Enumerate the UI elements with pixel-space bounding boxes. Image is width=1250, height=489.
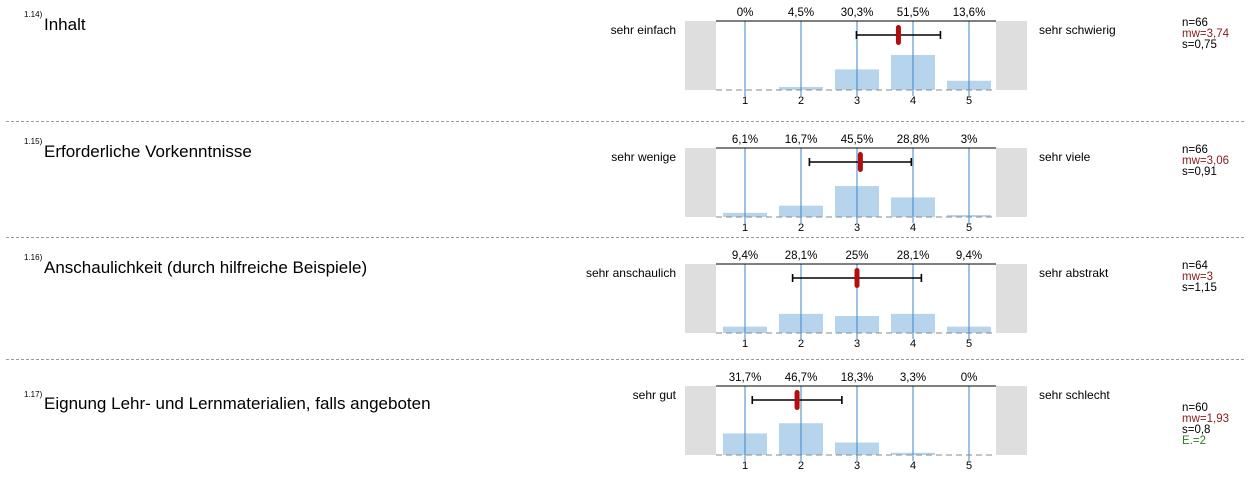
stat-sd: s=1,15 [1182, 282, 1217, 294]
side-box-right [996, 21, 1027, 90]
distribution-chart: 9,4% 28,1% 25% 28,1% 9,4% 1 2 3 4 5 [685, 250, 1027, 350]
tick-label-5: 5 [966, 460, 972, 472]
tick-label-4: 4 [910, 338, 916, 350]
question-number: 1.15) [24, 137, 43, 146]
mean-marker [895, 25, 901, 45]
pct-label-4: 3,3% [900, 372, 926, 384]
question-title: Inhalt [44, 15, 86, 34]
tick-label-1: 1 [742, 460, 748, 472]
tick-label-5: 5 [966, 222, 972, 234]
distribution-chart: 0% 4,5% 30,3% 51,5% 13,6% 1 2 3 4 5 [685, 7, 1027, 107]
pct-label-4: 28,1% [897, 250, 930, 262]
side-box-left [685, 386, 716, 455]
mean-marker [857, 152, 863, 172]
scale-label-right: sehr abstrakt [1039, 266, 1109, 280]
tick-label-4: 4 [910, 460, 916, 472]
question-number: 1.14) [24, 10, 43, 19]
tick-label-1: 1 [742, 338, 748, 350]
tick-label-2: 2 [798, 460, 804, 472]
scale-label-right: sehr schlecht [1039, 388, 1110, 402]
stat-sd: s=0,91 [1182, 166, 1217, 178]
side-box-right [996, 148, 1027, 217]
mean-marker [854, 268, 860, 288]
pct-label-3: 45,5% [841, 134, 874, 146]
question-row: 1.14) Inhalt sehr einfach sehr schwierig n=6… [0, 0, 1250, 118]
pct-label-4: 51,5% [897, 7, 930, 19]
scale-label-right: sehr viele [1039, 150, 1091, 164]
side-box-right [996, 264, 1027, 333]
question-title: Anschaulichkeit (durch hilfreiche Beispi… [44, 258, 368, 277]
side-box-left [685, 148, 716, 217]
tick-label-5: 5 [966, 338, 972, 350]
tick-label-2: 2 [798, 222, 804, 234]
pct-label-1: 0% [737, 7, 754, 19]
tick-label-3: 3 [854, 95, 860, 107]
scale-label-left: sehr einfach [610, 23, 676, 37]
mean-marker [794, 390, 800, 410]
stat-sd: s=0,75 [1182, 39, 1217, 51]
stat-n: n=66 [1182, 17, 1208, 29]
distribution-chart: 6,1% 16,7% 45,5% 28,8% 3% 1 2 3 4 5 [685, 134, 1027, 234]
tick-label-4: 4 [910, 222, 916, 234]
stat-n: n=60 [1182, 402, 1208, 414]
pct-label-2: 16,7% [785, 134, 818, 146]
stat-mean: mw=1,93 [1182, 413, 1229, 425]
pct-label-2: 46,7% [785, 372, 818, 384]
question-title: Erforderliche Vorkenntnisse [44, 142, 252, 161]
pct-label-3: 25% [845, 250, 868, 262]
pct-label-1: 31,7% [729, 372, 762, 384]
question-number: 1.16) [24, 253, 43, 262]
pct-label-3: 30,3% [841, 7, 874, 19]
stat-mean: mw=3,74 [1182, 28, 1229, 40]
question-row: 1.17) Eignung Lehr- und Lernmaterialien, … [0, 359, 1250, 483]
stat-mean: mw=3,06 [1182, 155, 1229, 167]
pct-label-2: 28,1% [785, 250, 818, 262]
tick-label-5: 5 [966, 95, 972, 107]
tick-label-2: 2 [798, 95, 804, 107]
tick-label-1: 1 [742, 222, 748, 234]
tick-label-1: 1 [742, 95, 748, 107]
tick-label-2: 2 [798, 338, 804, 350]
scale-label-left: sehr anschaulich [585, 266, 676, 280]
stat-n: n=64 [1182, 260, 1208, 272]
distribution-chart: 31,7% 46,7% 18,3% 3,3% 0% 1 2 3 4 5 [685, 372, 1027, 472]
scale-label-left: sehr wenige [611, 150, 676, 164]
scale-label-left: sehr gut [632, 388, 676, 402]
pct-label-5: 0% [961, 372, 978, 384]
pct-label-3: 18,3% [841, 372, 874, 384]
stats-block: n=66 mw=3,74 s=0,75 [1182, 17, 1229, 51]
side-box-right [996, 386, 1027, 455]
question-title: Eignung Lehr- und Lernmaterialien, falls… [44, 394, 431, 413]
question-row: 1.16) Anschaulichkeit (durch hilfreiche B… [0, 237, 1250, 361]
pct-label-5: 3% [961, 134, 978, 146]
stat-mean: mw=3 [1182, 271, 1213, 283]
stat-abstention: E.=2 [1182, 435, 1206, 447]
row-separator [6, 121, 1244, 122]
pct-label-2: 4,5% [788, 7, 814, 19]
tick-label-3: 3 [854, 338, 860, 350]
side-box-left [685, 21, 716, 90]
scale-label-right: sehr schwierig [1039, 23, 1116, 37]
stats-block: n=66 mw=3,06 s=0,91 [1182, 144, 1229, 178]
tick-label-4: 4 [910, 95, 916, 107]
stat-n: n=66 [1182, 144, 1208, 156]
pct-label-5: 9,4% [956, 250, 982, 262]
row-separator [6, 237, 1244, 238]
pct-label-1: 6,1% [732, 134, 758, 146]
question-number: 1.17) [24, 390, 43, 399]
stats-block: n=64 mw=3 s=1,15 [1182, 260, 1217, 294]
question-row: 1.15) Erforderliche Vorkenntnisse sehr wen… [0, 121, 1250, 245]
stats-block: n=60 mw=1,93 s=0,8 E.=2 [1182, 402, 1229, 447]
pct-label-5: 13,6% [953, 7, 986, 19]
stat-sd: s=0,8 [1182, 424, 1211, 436]
tick-label-3: 3 [854, 222, 860, 234]
side-box-left [685, 264, 716, 333]
pct-label-4: 28,8% [897, 134, 930, 146]
pct-label-1: 9,4% [732, 250, 758, 262]
tick-label-3: 3 [854, 460, 860, 472]
row-separator [6, 359, 1244, 360]
